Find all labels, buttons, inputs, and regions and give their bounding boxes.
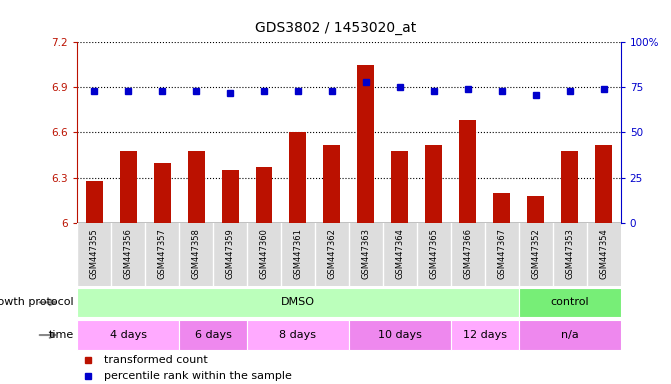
Text: 10 days: 10 days (378, 330, 422, 340)
Bar (519, 288, 621, 317)
Bar (179, 320, 247, 350)
Text: n/a: n/a (561, 330, 578, 340)
Text: GSM447359: GSM447359 (225, 228, 235, 278)
Text: transformed count: transformed count (105, 354, 208, 364)
Bar (561, 151, 578, 223)
Text: GSM447366: GSM447366 (463, 228, 472, 279)
Text: DMSO: DMSO (281, 297, 315, 308)
Text: GSM447365: GSM447365 (429, 228, 438, 279)
Text: GSM447356: GSM447356 (123, 228, 133, 279)
Bar (154, 162, 170, 223)
Bar (451, 320, 519, 350)
Text: GSM447358: GSM447358 (191, 228, 201, 279)
Text: GSM447367: GSM447367 (497, 228, 507, 279)
Text: GSM447360: GSM447360 (260, 228, 268, 279)
Text: percentile rank within the sample: percentile rank within the sample (105, 371, 292, 381)
Bar (519, 320, 621, 350)
Text: GSM447352: GSM447352 (531, 228, 540, 278)
Bar (493, 193, 510, 223)
Bar (527, 196, 544, 223)
Bar (256, 167, 272, 223)
Text: 12 days: 12 days (463, 330, 507, 340)
Text: GSM447361: GSM447361 (293, 228, 303, 279)
Bar (358, 65, 374, 223)
Text: 6 days: 6 days (195, 330, 231, 340)
Text: 8 days: 8 days (279, 330, 317, 340)
Bar (391, 151, 409, 223)
Text: GSM447353: GSM447353 (565, 228, 574, 279)
Bar (247, 320, 349, 350)
Bar (595, 144, 612, 223)
Text: 4 days: 4 days (109, 330, 147, 340)
Text: GDS3802 / 1453020_at: GDS3802 / 1453020_at (255, 21, 416, 35)
Bar (77, 320, 179, 350)
Bar (188, 151, 205, 223)
Bar (460, 121, 476, 223)
Text: time: time (48, 330, 74, 340)
Text: GSM447355: GSM447355 (90, 228, 99, 278)
Bar (119, 151, 137, 223)
Bar (323, 144, 340, 223)
Bar (221, 170, 238, 223)
Text: GSM447362: GSM447362 (327, 228, 336, 279)
Bar (349, 320, 451, 350)
Text: growth protocol: growth protocol (0, 297, 74, 308)
Text: GSM447364: GSM447364 (395, 228, 405, 279)
Bar (86, 180, 103, 223)
Bar (425, 144, 442, 223)
Bar (289, 132, 307, 223)
Bar (77, 288, 519, 317)
Text: GSM447357: GSM447357 (158, 228, 166, 279)
Text: GSM447354: GSM447354 (599, 228, 608, 278)
Text: GSM447363: GSM447363 (362, 228, 370, 279)
Text: control: control (550, 297, 589, 308)
